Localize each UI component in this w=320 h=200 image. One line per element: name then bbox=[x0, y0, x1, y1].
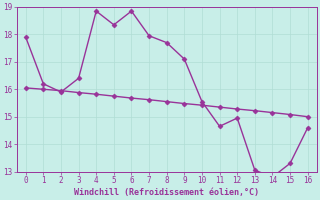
X-axis label: Windchill (Refroidissement éolien,°C): Windchill (Refroidissement éolien,°C) bbox=[74, 188, 259, 197]
